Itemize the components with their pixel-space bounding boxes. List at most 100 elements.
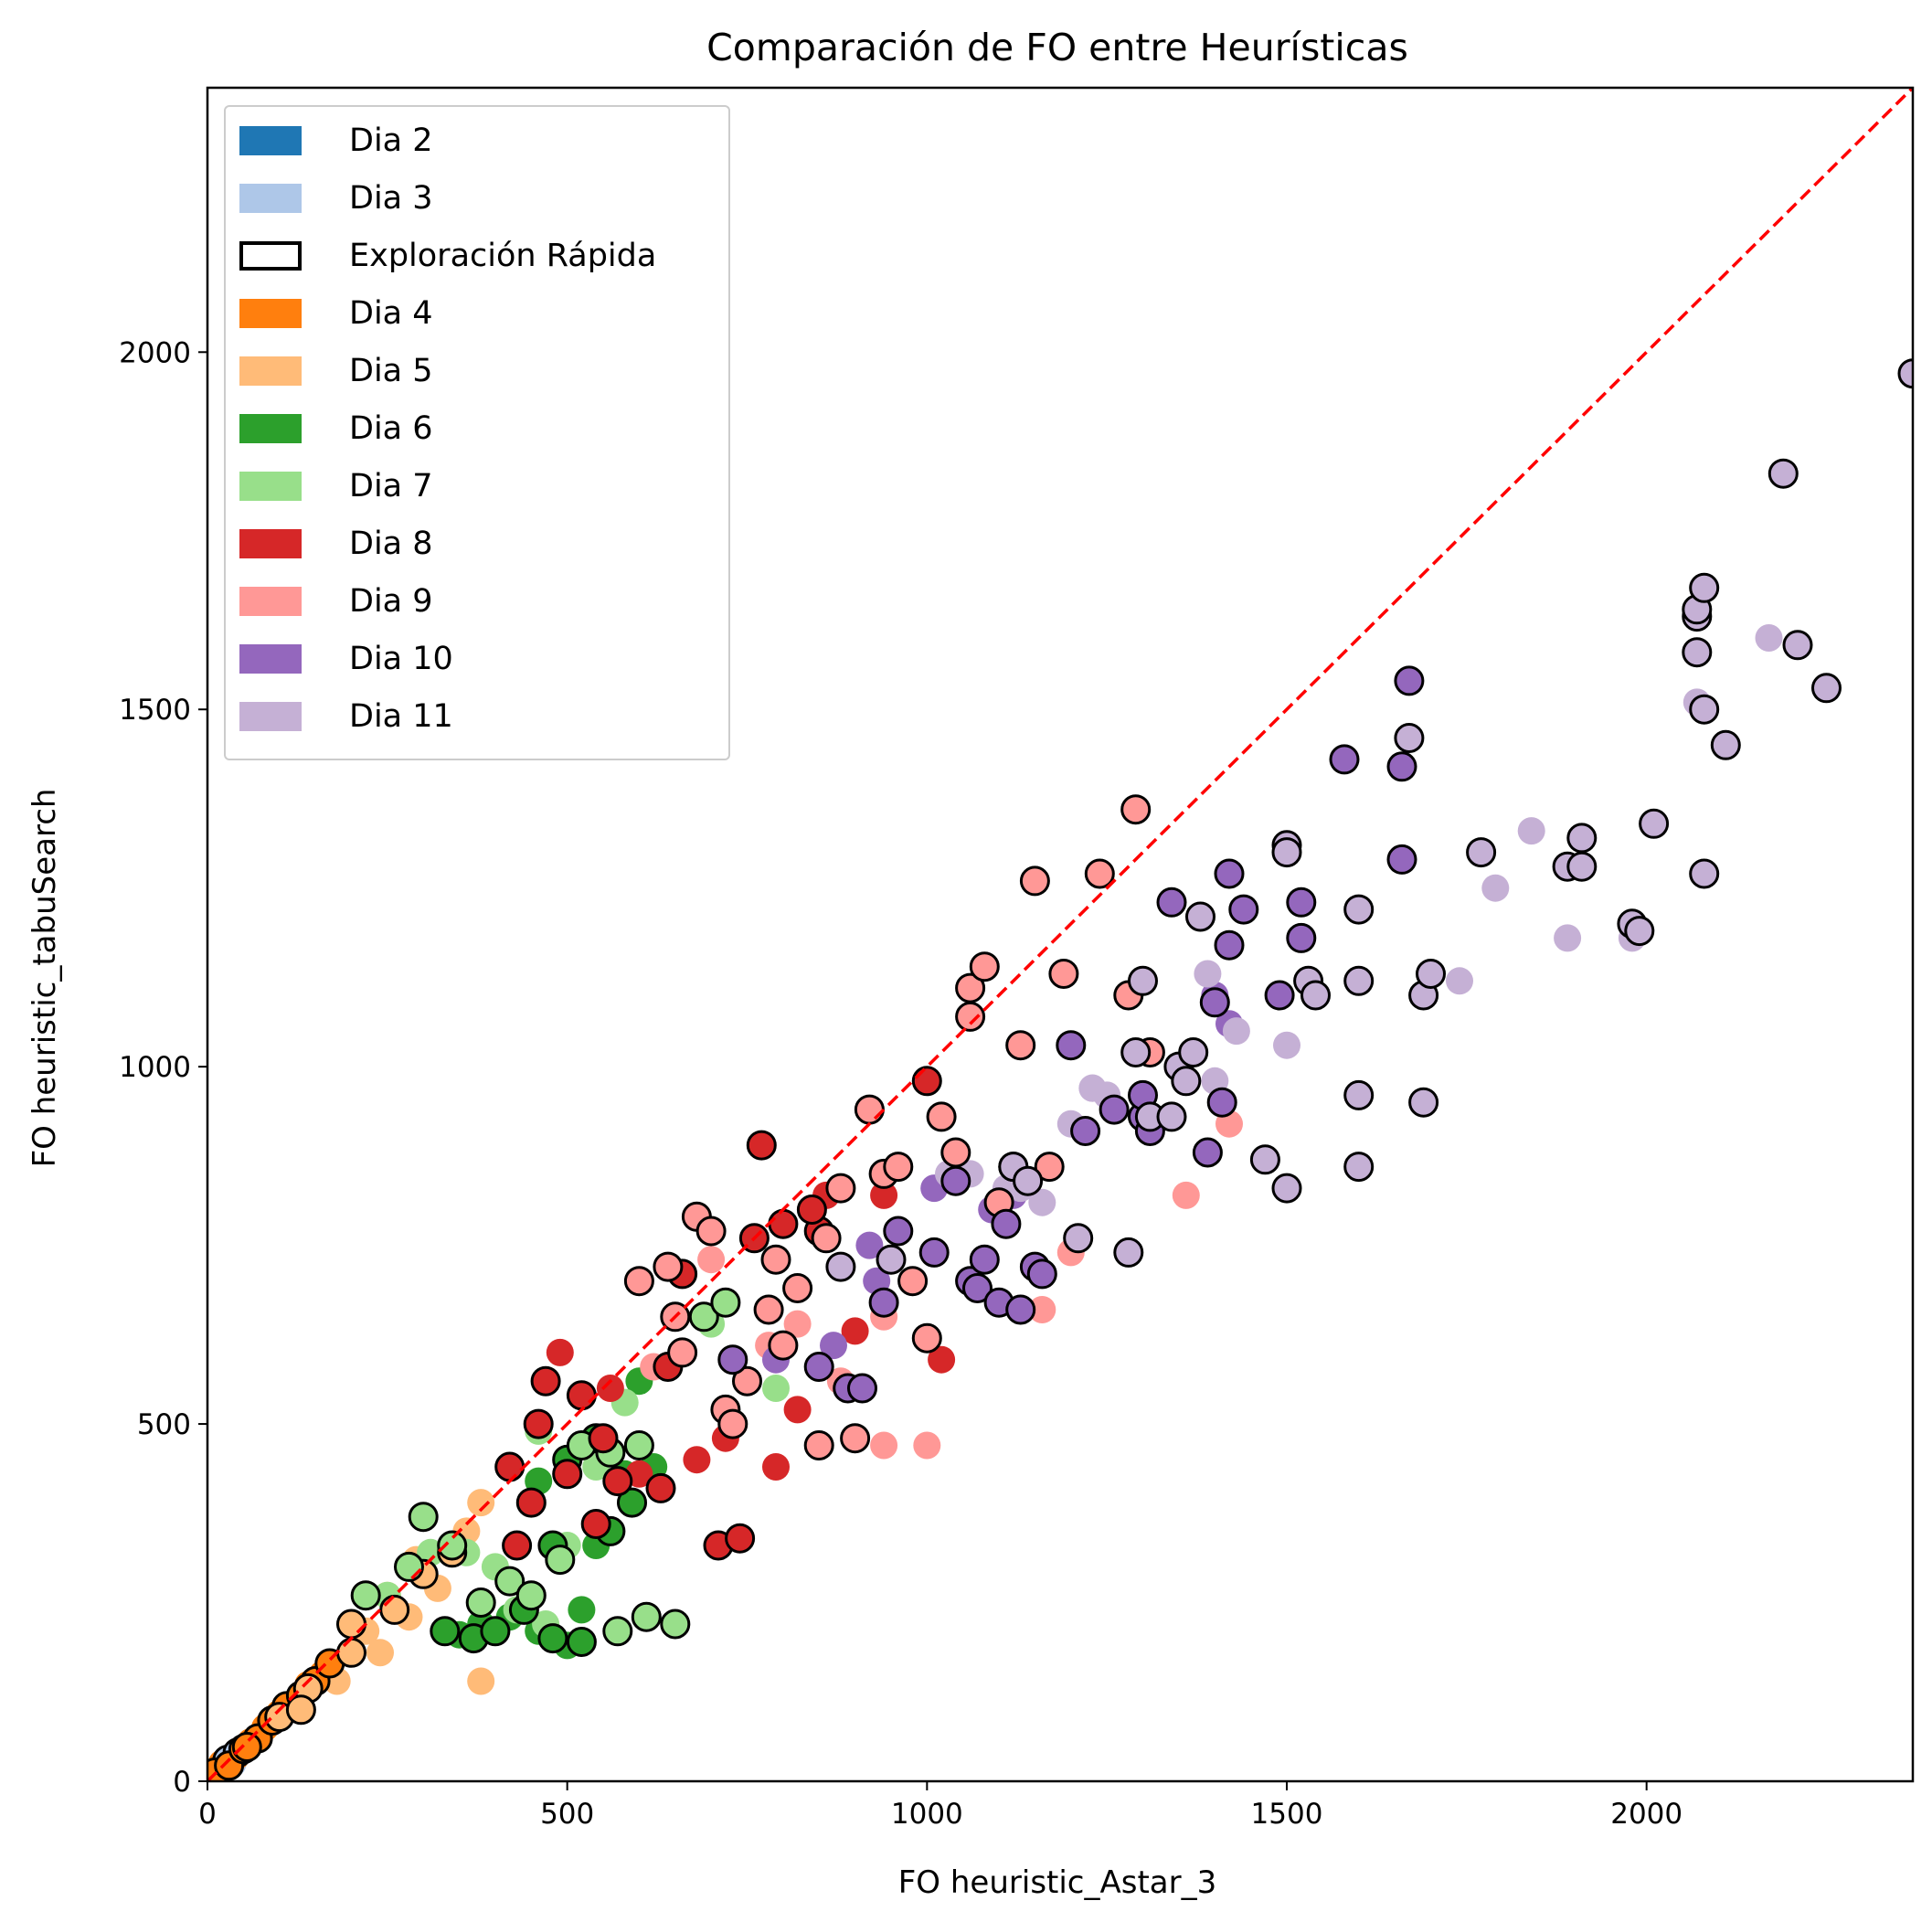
point-dia-11-56 bbox=[1689, 694, 1720, 725]
point-dia-7-20 bbox=[631, 1601, 662, 1632]
point-dia-10-34 bbox=[1286, 922, 1317, 953]
point-dia-7-22 bbox=[602, 1616, 633, 1647]
point-dia-10-33 bbox=[1286, 887, 1317, 918]
point-dia-11-27 bbox=[1271, 837, 1302, 868]
point-dia-10-22 bbox=[1099, 1094, 1130, 1125]
y-tick-label-0: 0 bbox=[173, 1766, 191, 1799]
legend-label-dia-8: Dia 8 bbox=[349, 526, 433, 562]
point-dia-9-11 bbox=[782, 1273, 813, 1303]
point-dia-10-3 bbox=[820, 1332, 847, 1360]
point-dia-8-0 bbox=[494, 1451, 525, 1482]
point-dia-7-19 bbox=[623, 1430, 654, 1460]
point-dia-10-26 bbox=[1192, 1137, 1223, 1168]
point-dia-10-37 bbox=[1386, 844, 1417, 875]
point-dia-11-20 bbox=[1185, 901, 1215, 932]
point-dia-5-16 bbox=[336, 1609, 366, 1640]
plot-frame bbox=[206, 86, 1915, 1783]
point-dia-9-13 bbox=[811, 1223, 842, 1254]
point-dia-11-57 bbox=[1689, 858, 1720, 889]
point-dia-9-45 bbox=[783, 1310, 812, 1338]
point-dia-11-38 bbox=[1416, 959, 1446, 989]
point-dia-7-2 bbox=[394, 1551, 424, 1582]
point-dia-9-18 bbox=[883, 1152, 914, 1183]
point-dia-9-26 bbox=[1005, 1030, 1036, 1061]
point-dia-9-6 bbox=[717, 1408, 748, 1439]
point-dia-10-35 bbox=[1329, 744, 1360, 775]
reference-line bbox=[207, 88, 1913, 1781]
point-dia-10-38 bbox=[1394, 665, 1425, 696]
point-dia-11-64 bbox=[1078, 1074, 1107, 1102]
point-dia-11-63 bbox=[1897, 358, 1913, 389]
point-dia-11-7 bbox=[1028, 1188, 1056, 1216]
point-dia-10-8 bbox=[883, 1216, 914, 1247]
point-dia-8-21 bbox=[783, 1396, 812, 1424]
point-dia-6-14 bbox=[617, 1487, 647, 1518]
point-dia-7-5 bbox=[437, 1530, 468, 1561]
point-dia-4-18 bbox=[231, 1732, 262, 1762]
point-dia-11-32 bbox=[1343, 965, 1375, 996]
x-tick-label-500: 500 bbox=[540, 1798, 594, 1831]
legend-label-dia-5: Dia 5 bbox=[349, 353, 433, 389]
point-dia-5-14 bbox=[467, 1489, 495, 1517]
point-dia-8-1 bbox=[502, 1530, 533, 1561]
point-dia-8-7 bbox=[566, 1380, 597, 1411]
point-dia-8-10 bbox=[596, 1375, 624, 1402]
point-dia-10-32 bbox=[1264, 980, 1295, 1011]
point-dia-8-25 bbox=[870, 1181, 898, 1209]
point-dia-10-7 bbox=[868, 1287, 899, 1318]
point-dia-9-33 bbox=[955, 1001, 986, 1032]
point-dia-7-24 bbox=[710, 1287, 741, 1318]
legend-label-dia-9: Dia 9 bbox=[349, 583, 433, 620]
point-dia-11-55 bbox=[1689, 572, 1720, 603]
legend-swatch-dia-9 bbox=[239, 587, 302, 616]
point-dia-11-43 bbox=[1554, 924, 1582, 952]
point-dia-11-21 bbox=[1194, 960, 1222, 988]
point-dia-9-40 bbox=[697, 1246, 726, 1274]
point-dia-5-5 bbox=[336, 1637, 366, 1668]
legend-swatch-exploracion-rapida bbox=[239, 241, 302, 271]
point-dia-11-46 bbox=[1566, 851, 1598, 882]
point-dia-11-41 bbox=[1481, 874, 1510, 902]
point-dia-11-6 bbox=[1013, 1165, 1044, 1196]
chart-title: Comparación de FO entre Heurísticas bbox=[706, 26, 1408, 69]
y-tick-label-500: 500 bbox=[137, 1408, 191, 1441]
point-dia-9-19 bbox=[897, 1266, 929, 1297]
point-dia-11-61 bbox=[1782, 630, 1813, 661]
x-axis-label: FO heuristic_Astar_3 bbox=[898, 1864, 1217, 1901]
point-dia-10-36 bbox=[1386, 751, 1417, 782]
point-dia-11-36 bbox=[1408, 1087, 1439, 1118]
point-dia-9-12 bbox=[803, 1430, 834, 1460]
point-dia-10-25 bbox=[1156, 887, 1187, 918]
point-dia-11-16 bbox=[1156, 1101, 1187, 1132]
point-dia-6-4 bbox=[480, 1616, 511, 1647]
x-tick-label-1000: 1000 bbox=[891, 1798, 963, 1831]
point-dia-8-26 bbox=[911, 1066, 942, 1097]
point-dia-10-21 bbox=[1070, 1116, 1101, 1146]
point-dia-11-35 bbox=[1394, 723, 1425, 753]
point-dia-8-8 bbox=[580, 1509, 611, 1539]
point-dia-9-22 bbox=[940, 1137, 971, 1168]
point-dia-10-29 bbox=[1214, 858, 1245, 889]
point-dia-11-42 bbox=[1517, 817, 1545, 845]
point-dia-11-58 bbox=[1710, 729, 1741, 760]
point-dia-10-19 bbox=[1026, 1258, 1057, 1290]
point-dia-9-16 bbox=[854, 1094, 885, 1125]
point-dia-8-28 bbox=[762, 1453, 790, 1481]
point-dia-9-31 bbox=[1120, 794, 1152, 825]
point-dia-11-39 bbox=[1446, 967, 1473, 995]
point-dia-10-28 bbox=[1206, 1087, 1237, 1118]
point-dia-11-23 bbox=[1222, 1017, 1250, 1046]
point-dia-10-31 bbox=[1214, 929, 1245, 961]
point-dia-11-45 bbox=[1566, 823, 1598, 854]
point-dia-10-10 bbox=[940, 1165, 971, 1196]
plot-area bbox=[206, 86, 1915, 1783]
point-dia-8-16 bbox=[683, 1446, 711, 1474]
y-tick-label-1000: 1000 bbox=[119, 1051, 191, 1084]
point-dia-9-30 bbox=[1084, 858, 1115, 889]
point-dia-11-49 bbox=[1624, 916, 1655, 947]
point-dia-9-35 bbox=[913, 1431, 941, 1460]
point-dia-7-26 bbox=[762, 1375, 790, 1402]
point-dia-9-21 bbox=[926, 1101, 957, 1132]
